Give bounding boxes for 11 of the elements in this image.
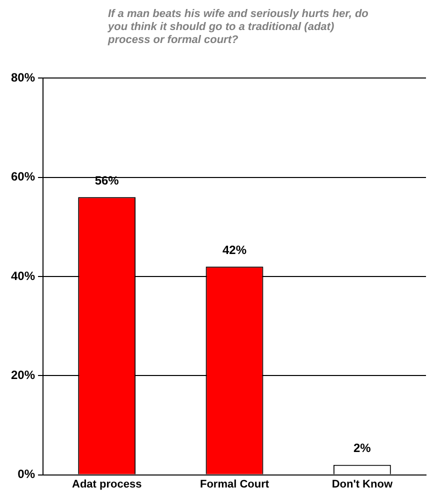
chart-title: If a man beats his wife and seriously hurts her, do you think it should go to a traditional (adat) process or formal court? bbox=[106, 8, 370, 48]
y-tick-label: 0% bbox=[18, 467, 36, 482]
x-tick-label: Adat process bbox=[72, 478, 142, 490]
x-tick-label: Formal Court bbox=[200, 478, 270, 490]
y-tick-label: 40% bbox=[10, 268, 36, 283]
y-tick-label: 20% bbox=[10, 368, 36, 382]
data-label: 2% bbox=[354, 441, 372, 456]
y-tick-label: 80% bbox=[10, 70, 36, 85]
y-tick-label: 60% bbox=[10, 170, 36, 184]
data-label: 42% bbox=[222, 242, 247, 257]
x-tick-label: Don't Know bbox=[332, 478, 393, 490]
